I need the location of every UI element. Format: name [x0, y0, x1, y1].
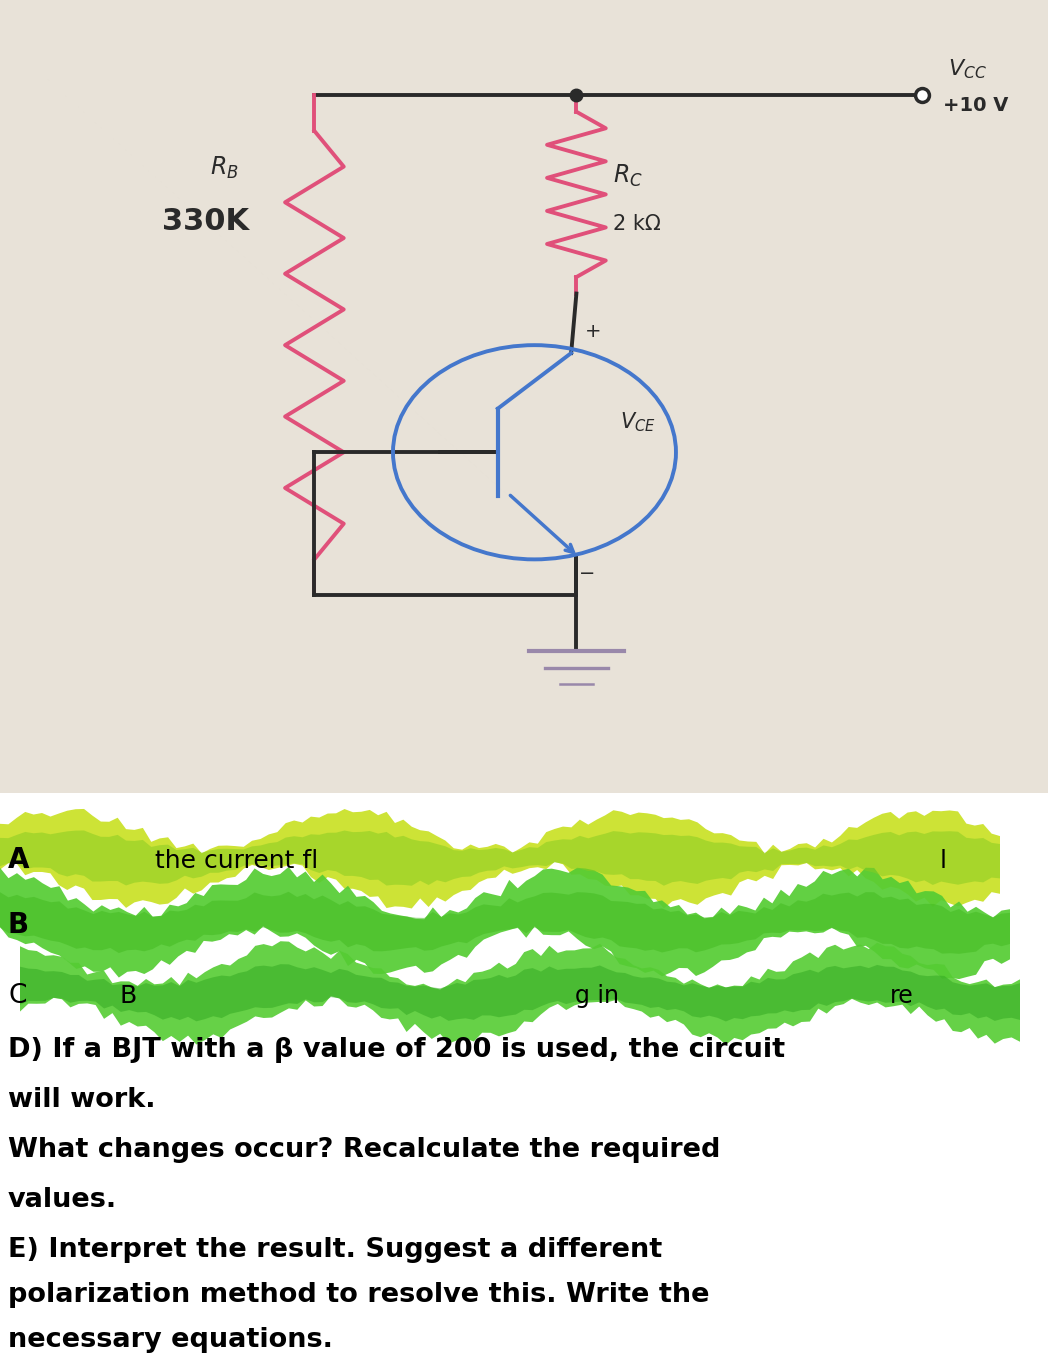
- Text: l: l: [940, 848, 947, 873]
- Text: g in: g in: [575, 984, 619, 1008]
- Text: E) Interpret the result. Suggest a different: E) Interpret the result. Suggest a diffe…: [8, 1237, 662, 1263]
- Text: A: A: [8, 845, 29, 874]
- Text: B: B: [121, 984, 137, 1008]
- Text: B: B: [8, 911, 29, 938]
- Text: +: +: [585, 323, 602, 341]
- Text: necessary equations.: necessary equations.: [8, 1327, 333, 1353]
- Polygon shape: [0, 867, 1010, 979]
- Text: the current fl: the current fl: [155, 848, 319, 873]
- Text: $R_B$: $R_B$: [210, 155, 238, 181]
- Polygon shape: [0, 830, 1000, 885]
- Polygon shape: [20, 964, 1020, 1022]
- Polygon shape: [20, 941, 1020, 1045]
- Text: values.: values.: [8, 1187, 117, 1213]
- Text: 330K: 330K: [162, 207, 249, 237]
- Text: will work.: will work.: [8, 1086, 155, 1112]
- Polygon shape: [0, 892, 1010, 953]
- Polygon shape: [0, 808, 1000, 908]
- Text: C: C: [8, 982, 26, 1008]
- Text: D) If a BJT with a β value of 200 is used, the circuit: D) If a BJT with a β value of 200 is use…: [8, 1037, 785, 1063]
- Text: polarization method to resolve this. Write the: polarization method to resolve this. Wri…: [8, 1282, 709, 1308]
- Text: −: −: [578, 564, 595, 583]
- Text: re: re: [890, 984, 914, 1008]
- Text: What changes occur? Recalculate the required: What changes occur? Recalculate the requ…: [8, 1137, 720, 1163]
- Text: +10 V: +10 V: [943, 96, 1008, 115]
- Text: 2 kΩ: 2 kΩ: [613, 215, 661, 234]
- Text: $V_{CE}$: $V_{CE}$: [620, 410, 656, 434]
- Text: $R_C$: $R_C$: [613, 163, 643, 189]
- Text: $V_{CC}$: $V_{CC}$: [948, 57, 987, 81]
